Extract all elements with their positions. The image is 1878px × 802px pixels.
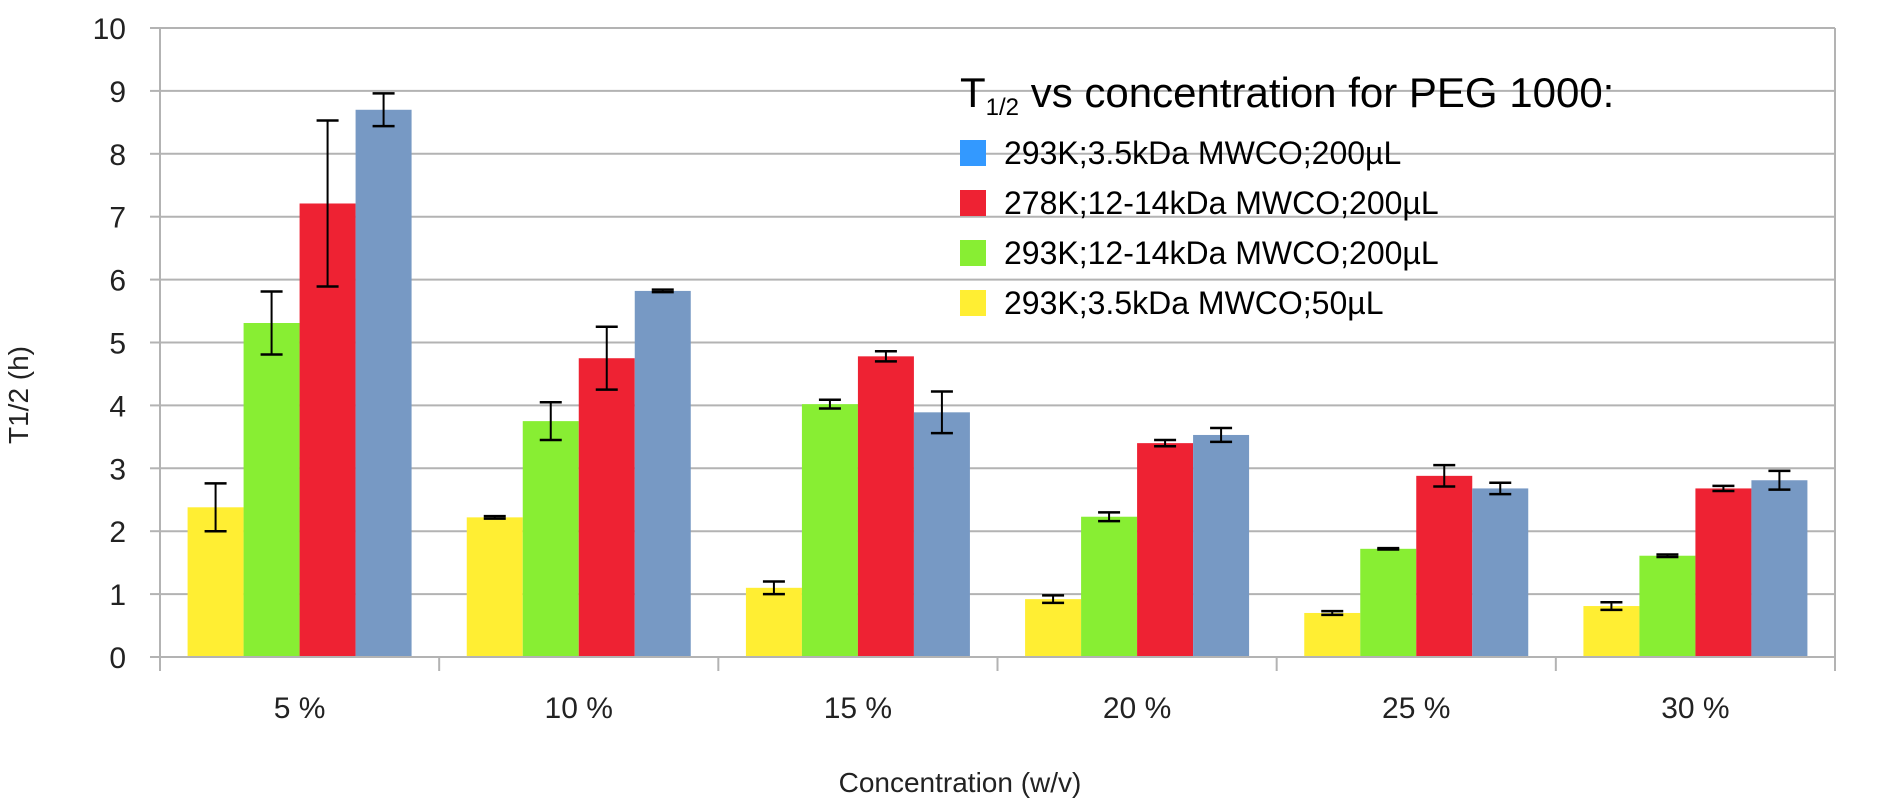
- bar: [745, 587, 802, 657]
- y-tick-label: 5: [109, 328, 126, 361]
- legend-title: T1/2 vs concentration for PEG 1000:: [960, 69, 1614, 121]
- legend-label: 293K;3.5kDa MWCO;50µL: [1004, 285, 1383, 321]
- bar: [1751, 480, 1808, 657]
- bars: [187, 92, 1808, 657]
- y-tick-label: 4: [109, 390, 126, 423]
- y-tick-label: 7: [109, 202, 126, 235]
- x-tick-label: 20 %: [1103, 692, 1171, 725]
- bar: [243, 323, 300, 657]
- axes: 0 1 2 3 4 5 6 7 8 9 10 5 % 10 % 15 % 20 % 25 % 30 %: [93, 13, 1836, 725]
- legend-swatch: [960, 240, 986, 266]
- legend-title-main: T: [960, 69, 986, 116]
- x-tick-label: 30 %: [1661, 692, 1729, 725]
- legend-label: 278K;12-14kDa MWCO;200µL: [1004, 185, 1439, 221]
- x-tick-label: 10 %: [545, 692, 613, 725]
- bar: [801, 404, 858, 657]
- bar: [634, 290, 691, 657]
- y-tick-label: 1: [109, 579, 126, 612]
- bar: [1193, 434, 1250, 657]
- bar: [355, 109, 412, 657]
- legend-swatch: [960, 190, 986, 216]
- x-tick-label: 15 %: [824, 692, 892, 725]
- y-tick-label: 2: [109, 516, 126, 549]
- gridlines: [160, 27, 1835, 596]
- legend-title-subscript: 1/2: [986, 94, 1019, 121]
- y-tick-label: 0: [109, 642, 126, 675]
- bar: [1137, 443, 1194, 657]
- bar: [1472, 488, 1529, 657]
- y-tick-label: 9: [109, 76, 126, 109]
- bar: [1695, 488, 1752, 657]
- x-tick-label: 5 %: [274, 692, 326, 725]
- legend-swatch: [960, 290, 986, 316]
- y-tick-label: 8: [109, 139, 126, 172]
- bar: [1081, 516, 1138, 657]
- x-axis-title: Concentration (w/v): [839, 767, 1082, 798]
- y-tick-label: 10: [93, 13, 126, 46]
- bar: [1304, 612, 1361, 657]
- legend-label: 293K;12-14kDa MWCO;200µL: [1004, 235, 1439, 271]
- bar: [913, 412, 970, 657]
- bar: [1639, 555, 1696, 657]
- bar: [1416, 475, 1473, 657]
- legend: T1/2 vs concentration for PEG 1000: 293K;…: [960, 69, 1614, 321]
- bar: [857, 356, 914, 657]
- legend-swatch: [960, 140, 986, 166]
- bar: [1583, 606, 1640, 657]
- bar: [1025, 599, 1082, 657]
- legend-label: 293K;3.5kDa MWCO;200µL: [1004, 135, 1401, 171]
- bar: [466, 517, 523, 657]
- bar: [522, 421, 579, 657]
- legend-title-rest: vs concentration for PEG 1000:: [1019, 69, 1614, 116]
- x-tick-label: 25 %: [1382, 692, 1450, 725]
- y-tick-label: 3: [109, 453, 126, 486]
- y-axis-title: T1/2 (h): [3, 346, 34, 444]
- bar: [1360, 548, 1417, 657]
- y-tick-label: 6: [109, 265, 126, 298]
- bar: [578, 358, 635, 657]
